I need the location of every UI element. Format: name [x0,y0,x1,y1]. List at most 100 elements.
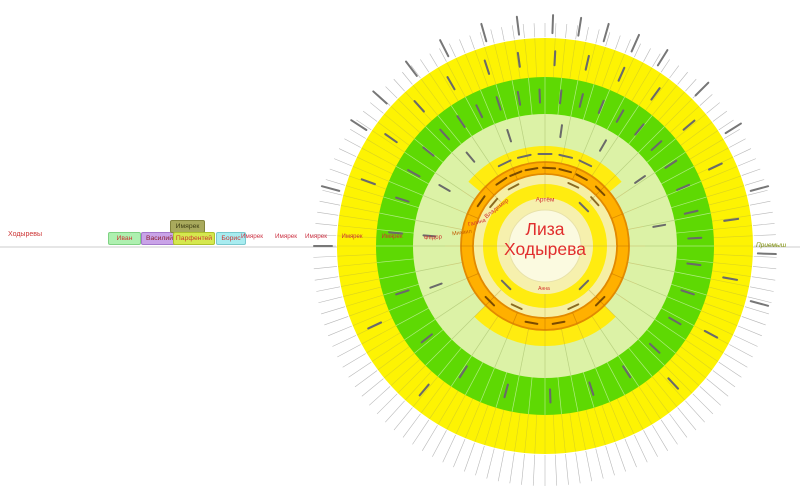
ancestor-name-mark [418,383,430,397]
sector-divider [384,352,415,379]
sector-divider [518,344,526,376]
outer-tick [699,386,721,406]
ancestor-name-mark [707,162,723,171]
sector-divider [628,347,653,377]
ancestor-name-mark [567,303,580,310]
ancestor-name-mark [597,99,605,114]
outer-tick [706,378,729,397]
ancestor-box[interactable]: Борис [216,232,246,245]
sector-divider [570,375,579,412]
sector-divider [397,365,426,394]
outer-tick [337,344,361,358]
outer-tick [724,353,748,368]
sector-divider [685,339,719,362]
ancestor-name-mark [724,122,742,135]
ancestor-name-mark [506,128,513,143]
sector-divider [676,258,714,263]
ancestor-name-mark [553,50,557,67]
unknown-ancestor-label[interactable]: Имярек [305,233,328,240]
sector-divider [582,372,595,408]
sector-divider [474,50,489,87]
ancestor-name-mark [384,133,398,144]
ancestor-name-mark [388,231,404,235]
sector-divider [611,273,623,279]
outer-tick [533,23,536,38]
ancestor-name-mark [584,54,590,71]
outer-tick [532,454,536,486]
ring-ancestor-name[interactable]: Имярек [341,234,363,240]
sector-divider [704,175,741,190]
sector-divider [710,278,750,287]
sector-divider [713,235,753,239]
sector-divider [352,166,389,182]
sector-divider [404,151,436,173]
sector-divider [609,53,625,90]
outer-tick [744,306,769,315]
sector-divider [465,53,481,90]
sector-divider [585,44,596,83]
sector-divider [697,317,734,336]
sector-divider [585,409,596,448]
ancestor-name-mark [602,22,610,43]
ancestor-name-mark [577,16,583,37]
sector-divider [674,212,711,221]
outer-tick [486,448,495,479]
sector-divider [643,219,675,227]
foster-child-label[interactable]: Приемыш [756,242,787,249]
outer-tick [325,179,346,186]
ancestor-name-mark [683,209,699,215]
ancestor-name-mark [594,295,606,307]
sector-divider [361,147,397,167]
ancestor-name-mark [422,146,435,157]
outer-tick [595,448,604,479]
ancestor-box[interactable]: Иван [108,232,141,245]
sector-divider [461,292,476,302]
outer-tick [522,24,525,39]
sector-divider [528,377,533,415]
sector-divider [706,294,745,307]
ancestor-name-mark [551,14,555,35]
outer-tick [332,335,357,347]
sector-divider [524,414,529,454]
sector-divider [366,138,401,160]
sector-divider [415,219,447,227]
sector-divider [689,138,724,160]
sector-divider [615,316,639,340]
ancestor-name-mark [395,196,410,203]
outer-tick [585,27,589,42]
outer-tick [669,413,688,438]
sector-divider [450,355,472,387]
sector-divider [661,166,695,185]
outer-tick [334,158,353,167]
outer-tick [751,211,773,216]
surname-label[interactable]: Ходыревы [8,231,42,238]
sector-divider [564,116,572,148]
sector-divider [495,372,508,408]
sector-divider [593,46,606,85]
sector-divider [467,273,479,279]
outer-tick [421,425,438,451]
sector-divider [569,40,576,79]
ancestor-name-mark [590,196,600,207]
outer-tick [449,43,456,58]
sector-divider [637,195,668,209]
sector-divider [489,315,499,330]
ring-ancestor-name[interactable]: Фёдор [423,234,443,242]
unknown-ancestor-label[interactable]: Имярек [275,233,298,240]
unknown-ancestor-label[interactable]: Имярек [241,233,264,240]
ring-ancestor-name[interactable]: Имярек [381,234,403,240]
sector-divider [518,116,526,148]
outer-tick [724,128,740,139]
sector-divider [339,270,378,277]
sector-divider [397,98,426,127]
outer-tick [752,266,777,270]
sector-divider [611,213,623,219]
outer-tick [511,25,515,40]
ring-ancestor-name[interactable]: Артём [535,196,555,204]
ring-ancestor-name[interactable]: Анна [538,286,550,292]
ancestor-box[interactable]: Парфентей [173,232,215,245]
center-person-name[interactable]: Лиза Ходырева [475,219,615,259]
sector-divider [343,195,382,206]
sector-divider [494,338,508,369]
sector-divider [710,205,750,214]
